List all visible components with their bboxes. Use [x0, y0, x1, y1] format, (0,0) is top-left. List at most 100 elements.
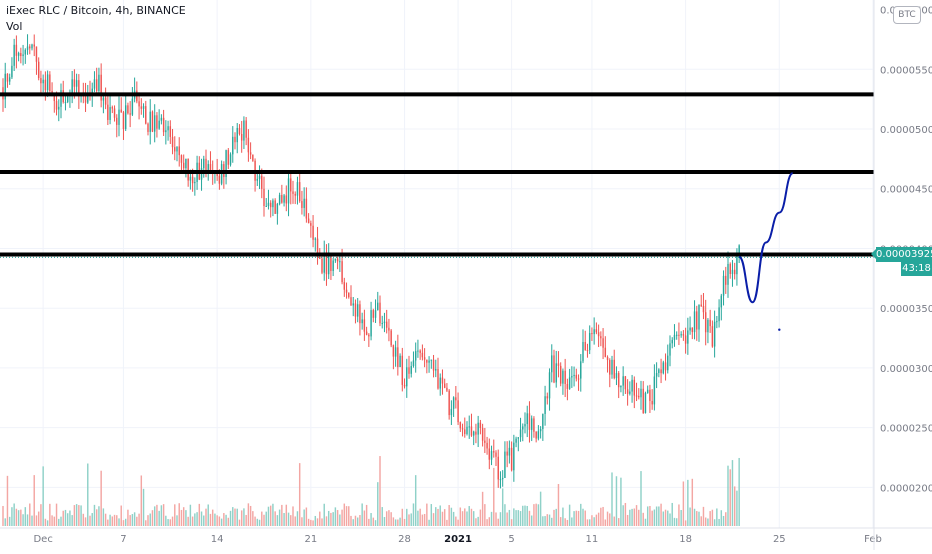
- projection-curve[interactable]: [738, 172, 794, 304]
- volume-bar: [89, 515, 91, 526]
- volume-bar: [281, 504, 283, 526]
- candle-body: [129, 113, 131, 115]
- candle-body: [417, 350, 419, 352]
- volume-bar: [488, 517, 491, 526]
- candle-body: [738, 245, 740, 253]
- volume-bar: [718, 518, 720, 526]
- volume-bar: [638, 509, 640, 526]
- candle-body: [611, 359, 613, 375]
- candle-body: [510, 447, 513, 471]
- volume-bar: [218, 516, 221, 526]
- candle-body: [609, 360, 611, 375]
- candle-body: [149, 111, 151, 132]
- candle-body: [60, 90, 62, 107]
- volume-bar: [189, 504, 192, 526]
- candle-body: [526, 413, 528, 425]
- candle-body: [247, 137, 250, 153]
- volume-bar: [649, 505, 651, 526]
- volume-bar: [274, 511, 276, 526]
- candle-body: [73, 79, 76, 87]
- candle-body: [452, 397, 455, 409]
- candle-body: [301, 201, 303, 208]
- candle-body: [682, 334, 685, 336]
- candle-body: [725, 275, 727, 285]
- volume-bar: [385, 511, 388, 526]
- candle-body: [153, 115, 156, 132]
- candle-body: [437, 369, 439, 389]
- volume-bar: [564, 518, 566, 526]
- candle-body: [267, 202, 270, 206]
- candle-body: [584, 342, 586, 351]
- volume-bar: [171, 516, 174, 526]
- volume-bar: [122, 520, 125, 526]
- volume-bar: [294, 516, 296, 526]
- volume-bar: [62, 510, 64, 526]
- volume-bar: [495, 512, 497, 526]
- candle-body: [348, 292, 350, 298]
- candle-body: [633, 379, 636, 396]
- candle-body: [359, 304, 361, 324]
- volume-bar: [664, 509, 667, 526]
- candle-body: [312, 225, 314, 240]
- candle-body: [100, 74, 102, 101]
- currency-badge[interactable]: BTC: [893, 6, 921, 24]
- candle-body: [622, 376, 624, 386]
- volume-bar: [136, 516, 138, 526]
- volume-bar: [626, 514, 629, 526]
- candle-body: [55, 101, 58, 110]
- volume-bar: [426, 503, 428, 526]
- volume-bar: [11, 507, 13, 526]
- candle-body: [729, 263, 731, 275]
- candle-body: [165, 130, 167, 133]
- volume-bar: [508, 509, 511, 526]
- volume-bar: [316, 518, 319, 526]
- volume-bar: [8, 516, 11, 526]
- volume-bar: [727, 465, 729, 526]
- volume-bar: [684, 520, 687, 526]
- time-tick-label: Dec: [33, 534, 52, 545]
- horizontal-levels[interactable]: [0, 92, 874, 258]
- volume-bar: [336, 510, 339, 526]
- volume-bar: [604, 519, 607, 526]
- candle-body: [356, 304, 359, 317]
- projection-drawing[interactable]: [738, 172, 794, 331]
- volume-bar: [167, 519, 169, 526]
- candle-body: [441, 377, 444, 384]
- candle-body: [316, 238, 319, 257]
- volume-bar: [29, 503, 31, 526]
- candle-body: [524, 424, 526, 427]
- candle-body: [232, 136, 234, 155]
- candle-body: [236, 127, 238, 143]
- volume-bar: [662, 511, 665, 526]
- candle-body: [631, 379, 633, 392]
- volume-bar: [635, 505, 638, 526]
- grid: [0, 0, 874, 528]
- candle-body: [265, 205, 267, 207]
- volume-bar: [13, 503, 15, 526]
- candle-body: [497, 456, 499, 480]
- volume-bar: [209, 513, 212, 526]
- volume-bar: [220, 518, 223, 526]
- candle-body: [209, 164, 212, 172]
- volume-bar: [660, 503, 662, 526]
- candle-body: [649, 389, 651, 401]
- volume-bar: [580, 503, 582, 526]
- volume-bar: [17, 510, 20, 526]
- candle-body: [408, 367, 410, 374]
- candle-body: [671, 339, 673, 344]
- volume-bar: [91, 513, 93, 526]
- volume-bar: [696, 511, 698, 526]
- volume-bar: [452, 511, 455, 526]
- volume-bar: [658, 506, 660, 526]
- volume-bar: [412, 503, 415, 526]
- volume-bar: [388, 510, 390, 526]
- volume-bar: [247, 503, 250, 526]
- candle-body: [310, 223, 312, 226]
- candle-body: [26, 46, 29, 50]
- volume-bar: [149, 513, 151, 526]
